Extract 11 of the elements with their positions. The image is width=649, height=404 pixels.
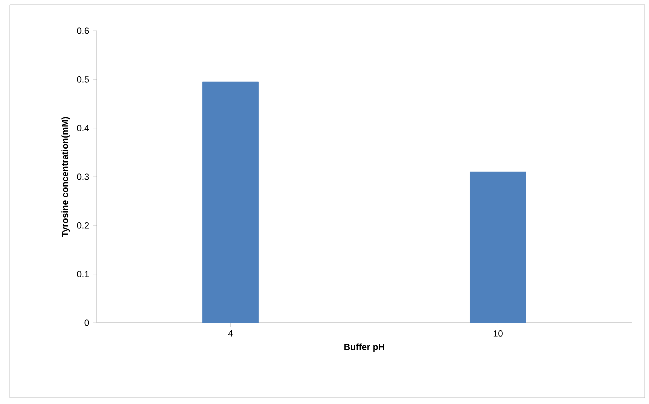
y-axis-title: Tyrosine concentration(mM) (62, 117, 70, 238)
y-tick-label: 0.6 (77, 28, 90, 34)
y-tick-label: 0 (84, 320, 90, 326)
x-tick-label: 10 (494, 330, 503, 337)
y-tick-label: 0.2 (77, 222, 90, 229)
x-axis-title: Buffer pH (344, 344, 384, 352)
x-tick-label: 4 (228, 330, 233, 337)
y-tick-label: 0.4 (77, 125, 90, 132)
y-tick-label: 0.5 (77, 76, 90, 83)
y-tick-label: 0.3 (77, 174, 90, 180)
y-tick-label: 0.1 (77, 271, 90, 278)
